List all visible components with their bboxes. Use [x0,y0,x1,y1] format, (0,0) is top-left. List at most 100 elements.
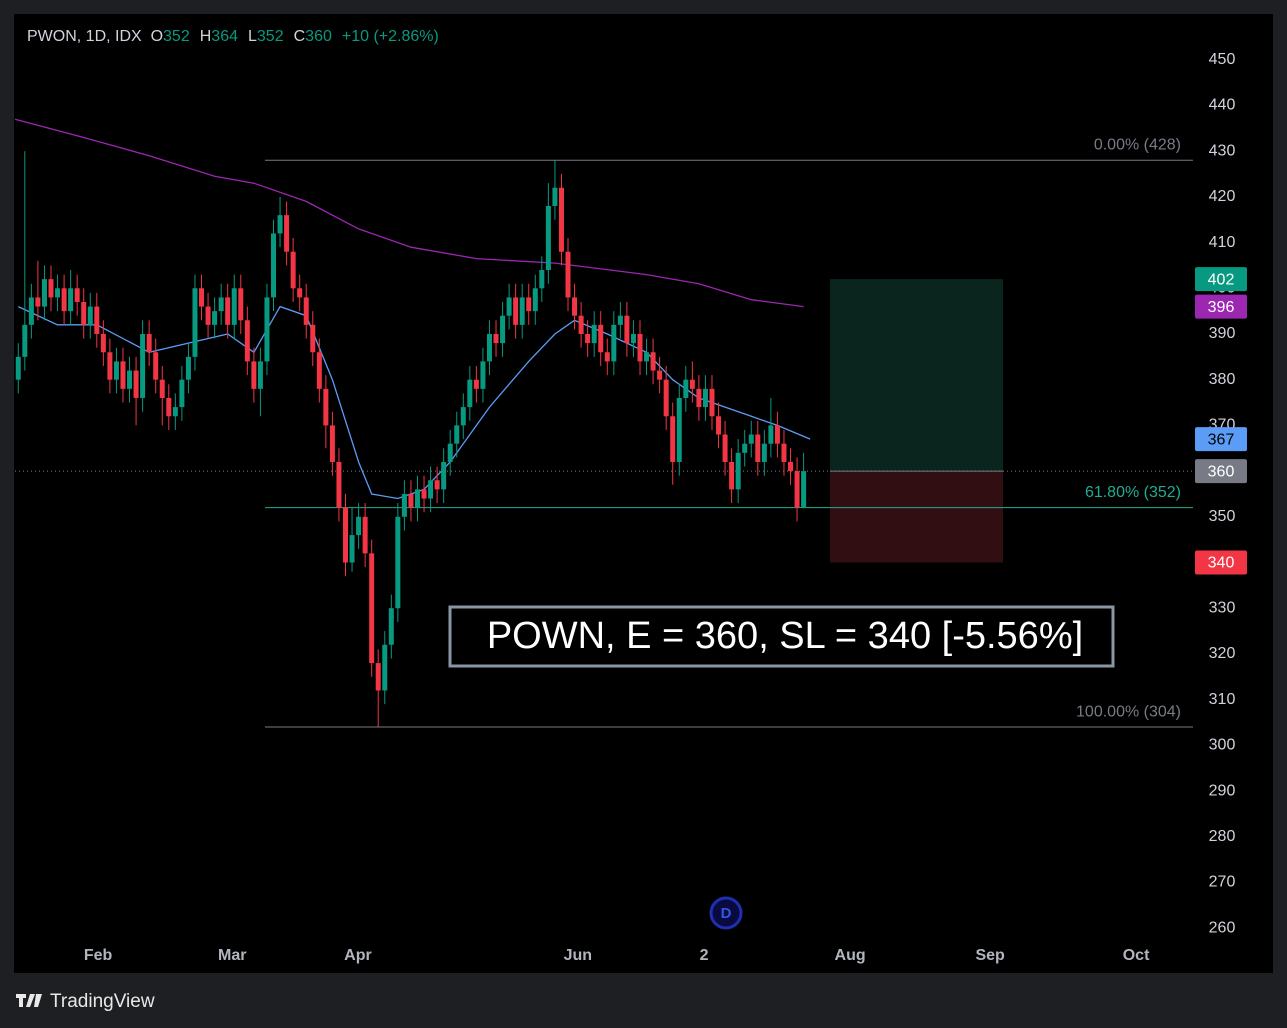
fib-label: 100.00% (304) [1076,703,1181,720]
candle-body [650,352,656,371]
candle-body [735,452,741,490]
candle-body [316,352,322,389]
candle-body [506,297,512,316]
y-tick-label: 390 [1209,325,1236,342]
candle-body [375,663,381,691]
x-tick-label: Aug [835,947,866,964]
candle-body [133,370,139,398]
candle-body [382,644,388,691]
field-value: 352 [163,28,190,45]
target-zone [830,279,1003,472]
candle-body [257,361,263,389]
candle-body [349,535,355,563]
candle-body [624,315,630,344]
candle-body [676,397,682,462]
y-tick-label: 430 [1209,142,1236,159]
candle-body [271,233,277,298]
candle-body [218,297,224,312]
candle-body [153,352,159,380]
price-badge-label: 340 [1208,555,1235,572]
candle-body [81,301,87,325]
price-badge-label: 402 [1208,271,1235,288]
x-tick-label: 2 [700,947,709,964]
candle-body [722,434,728,462]
candle-body [369,553,375,664]
candle-body [578,315,584,334]
candle-body [166,397,172,417]
candle-body [486,333,492,362]
x-tick-label: Mar [218,947,246,964]
x-tick-label: Feb [84,947,113,964]
candle-body [323,388,329,426]
candle-body [493,333,499,344]
candle-body [539,270,545,289]
candle-body [657,370,663,380]
candle-body [617,315,623,325]
event-marker [709,896,743,930]
candle-body [788,461,794,472]
candle-body [120,361,126,389]
candle-body [35,297,41,307]
y-tick-label: 300 [1209,737,1236,754]
candle-body [251,361,257,389]
x-tick-label: Jun [564,947,592,964]
candle-body [729,461,735,490]
candle-body [388,608,394,645]
price-badge-label: 396 [1208,299,1235,316]
y-tick-label: 330 [1209,599,1236,616]
candle-body [611,324,617,362]
candle-body [113,361,119,380]
candle-body [28,297,34,325]
y-tick-label: 420 [1209,188,1236,205]
candle-body [414,489,420,508]
candle-body [48,279,54,298]
candle-body [761,443,767,462]
candle-body [774,425,780,444]
candle-body [683,379,689,398]
field-value: 364 [211,28,238,45]
stop-zone [830,471,1003,563]
candle-body [532,288,538,312]
candle-body [591,324,597,344]
candle-body [395,516,401,609]
y-tick-label: 380 [1209,371,1236,388]
candle-body [100,333,106,353]
candle-body [801,471,807,508]
candle-body [179,379,185,408]
y-tick-label: 410 [1209,234,1236,251]
y-tick-label: 290 [1209,782,1236,799]
candle-body [441,461,447,490]
candle-body [94,306,100,334]
candle-body [329,425,335,462]
candle-body [598,324,604,353]
candle-body [15,356,21,380]
price-badge [1195,550,1247,575]
y-tick-label: 310 [1209,691,1236,708]
chart-bg [14,14,1273,973]
candle-body [107,352,113,380]
candle-body [290,251,296,289]
candle-body [755,434,761,462]
candle-body [55,288,61,298]
candle-body [565,251,571,298]
candle-body [552,187,558,207]
candle-body [244,320,250,362]
brand-logo [16,994,42,1007]
x-tick-label: Sep [975,947,1005,964]
field-key: O [150,28,164,45]
x-tick-label: Oct [1123,947,1150,964]
candle-body [447,443,453,462]
candle-body [421,489,427,499]
y-tick-label: 320 [1209,645,1236,662]
candle-body [297,288,303,298]
candle-body [434,480,440,490]
candle-body [513,297,519,325]
candle-body [401,493,407,517]
candle-body [231,288,237,325]
candle-body [480,361,486,389]
symbol: PWON, 1D, IDX [27,28,142,45]
field-key: L [248,28,257,45]
event-label: D [721,905,732,922]
price-badge-label: 367 [1208,431,1235,448]
